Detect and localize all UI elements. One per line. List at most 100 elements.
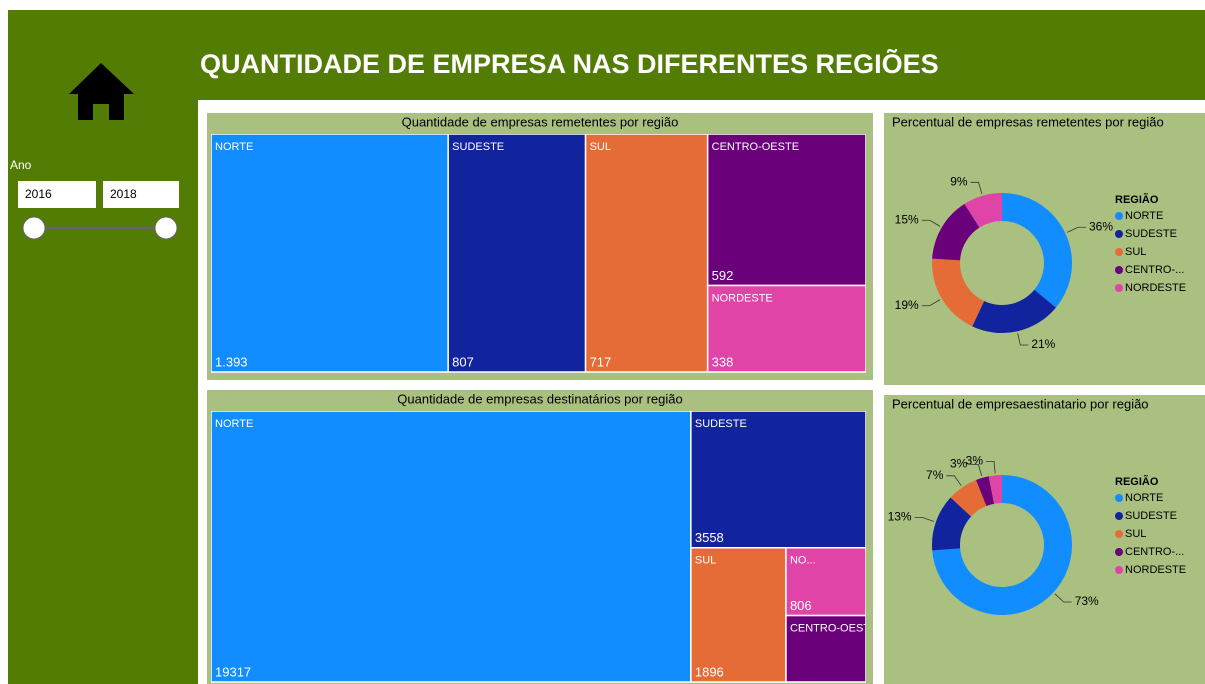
treemap-tile	[211, 411, 692, 683]
legend-label: NORDESTE	[1125, 564, 1186, 576]
panel: NORTE 19317 SUDESTE 3558 SUL 1896 NO... 806 CENT…	[211, 411, 877, 683]
leader-line	[1054, 593, 1072, 603]
legend-marker	[1115, 530, 1123, 538]
data-label: 73%	[1075, 594, 1099, 608]
tile-label: NO...	[790, 555, 816, 567]
panel: Percentual de empresas remetentes por re…	[892, 114, 1186, 351]
legend-marker	[1115, 566, 1123, 574]
tile-value: 3558	[695, 530, 724, 545]
data-label: 3%	[966, 454, 984, 468]
legend-label: NORTE	[1125, 210, 1163, 222]
slicer-end: 2018	[110, 187, 137, 201]
donut-slice	[1002, 193, 1072, 308]
panel: NORTE 1.393 SUDESTE 807 SUL 717 CENTRO-OESTE 59…	[211, 134, 866, 373]
tile-label: SUL	[590, 141, 611, 153]
donut-slice	[932, 258, 985, 327]
legend-label: SUDESTE	[1125, 228, 1177, 240]
legend-marker	[1115, 230, 1123, 238]
donut-slice	[932, 203, 980, 261]
slider-handle[interactable]	[154, 216, 178, 240]
tile-value: 807	[452, 354, 474, 369]
leader-line	[914, 517, 935, 522]
home-icon[interactable]	[69, 63, 134, 120]
page-title: QUANTIDADE DE EMPRESA NAS DIFERENTES REG…	[200, 48, 939, 79]
data-label: 15%	[895, 212, 919, 226]
data-label: 3%	[950, 457, 968, 471]
treemap-tile	[706, 284, 866, 373]
legend-marker	[1115, 548, 1123, 556]
data-label: 7%	[926, 468, 944, 482]
tile-value: 1.393	[215, 354, 248, 369]
data-label: 36%	[1089, 219, 1113, 233]
slicer-start-box[interactable]	[18, 181, 96, 208]
leader-line	[1066, 226, 1087, 233]
data-label: 13%	[888, 510, 912, 524]
leader-line	[946, 475, 962, 486]
donut-slice	[950, 480, 987, 517]
tile-label: CENTRO-OESTE	[712, 141, 799, 153]
legend-label: SUL	[1125, 246, 1146, 258]
legend-label: SUL	[1125, 528, 1146, 540]
home-shape[interactable]	[69, 63, 134, 120]
leader-line	[921, 219, 941, 227]
legend-label: NORTE	[1125, 492, 1163, 504]
legend-marker	[1115, 266, 1123, 274]
tile-label: NORDESTE	[712, 292, 773, 304]
tile-value: 1896	[695, 664, 724, 679]
tile-label: NORTE	[215, 418, 253, 430]
chart-title: Quantidade de empresas destinatários por…	[397, 391, 682, 406]
donut-slice	[931, 497, 972, 551]
data-label: 9%	[950, 175, 968, 189]
legend-label: SUDESTE	[1125, 510, 1177, 522]
legend-label: CENTRO-...	[1125, 546, 1184, 558]
slicer-start: 2016	[25, 187, 52, 201]
donut-slice	[975, 476, 995, 507]
legend-marker	[1115, 494, 1123, 502]
chart-title: Quantidade de empresas remetentes por re…	[402, 114, 679, 129]
treemap-tile	[584, 134, 709, 373]
legend-marker	[1115, 512, 1123, 520]
data-label: 19%	[895, 298, 919, 312]
legend-marker	[1115, 284, 1123, 292]
tile-value: 806	[790, 598, 812, 613]
donut-slice	[988, 475, 1002, 504]
tile-label: NORTE	[215, 141, 253, 153]
slider-handle[interactable]	[22, 216, 46, 240]
chart-title: Percentual de empresas remetentes por re…	[892, 114, 1164, 129]
tile-label: CENTRO-OESTE	[790, 622, 877, 634]
tile-value: 338	[712, 354, 734, 369]
slicer-end-box[interactable]	[103, 181, 179, 208]
leader-line	[970, 181, 983, 194]
leader-line	[986, 460, 996, 474]
leader-line	[1017, 333, 1029, 346]
tile-label: SUDESTE	[452, 141, 504, 153]
treemap-tile	[785, 547, 866, 617]
tile-label: SUL	[695, 555, 716, 567]
data-label: 21%	[1031, 337, 1055, 351]
donut-slice	[972, 289, 1056, 333]
treemap-tile	[706, 134, 866, 287]
treemap-tile	[690, 411, 866, 549]
legend-marker	[1115, 212, 1123, 220]
donut-slice	[964, 193, 1002, 228]
tile-value: 19317	[215, 664, 251, 679]
legend-label: NORDESTE	[1125, 282, 1186, 294]
legend-label: CENTRO-...	[1125, 264, 1184, 276]
chart-title: Percentual de empresaestinatario por reg…	[892, 396, 1149, 411]
slicer-label: Ano	[10, 158, 32, 172]
treemap-tile	[785, 614, 866, 683]
tile-value: 592	[712, 268, 734, 283]
treemap-tile	[447, 134, 587, 373]
tile-value: 717	[590, 354, 612, 369]
donut-slice	[932, 475, 1072, 615]
tile-label: SUDESTE	[695, 418, 747, 430]
leader-line	[970, 464, 983, 477]
legend-title: REGIÃO	[1115, 193, 1159, 206]
treemap-tile	[690, 547, 787, 683]
treemap-tile	[211, 134, 449, 373]
panel: Percentual de empresaestinatario por reg…	[888, 396, 1186, 615]
legend-title: REGIÃO	[1115, 475, 1159, 488]
legend-marker	[1115, 248, 1123, 256]
leader-line	[921, 299, 941, 307]
